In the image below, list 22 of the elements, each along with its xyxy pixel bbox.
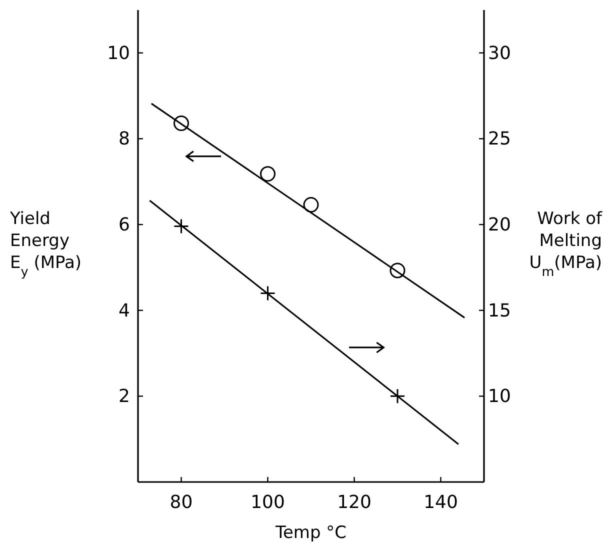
point [303, 197, 319, 213]
point [390, 262, 406, 278]
y2-tick-label: 25 [488, 128, 511, 150]
x-tick-label: 80 [170, 492, 193, 513]
y-tick-label: 8 [118, 128, 130, 150]
x-tick-label: 100 [250, 492, 285, 513]
y-tick-label: 6 [118, 214, 130, 236]
y-tick-label: 10 [107, 42, 130, 64]
y2-tick-label: 30 [488, 42, 511, 64]
x-tick-label: 120 [337, 492, 372, 513]
x-axis-title: Temp °C [274, 523, 347, 543]
point [390, 388, 406, 404]
y2-tick-label: 20 [488, 214, 511, 236]
y-tick-label: 2 [118, 386, 130, 408]
point [260, 166, 276, 182]
point [174, 116, 189, 132]
y2-tick-label: 15 [488, 300, 511, 322]
y-tick-label: 4 [118, 300, 130, 322]
y-axis-title: Yield Energy E$_{y}$ (MPa) [9, 209, 82, 280]
y2-tick-label: 10 [488, 386, 511, 408]
x-tick-label: 140 [424, 492, 458, 513]
y2-axis-title: Work of Melting U$_{m}$(MPa) [529, 209, 604, 280]
